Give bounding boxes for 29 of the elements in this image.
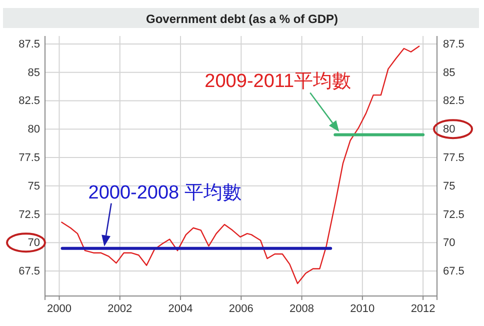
chart-title: Government debt (as a % of GDP) [146,12,338,26]
y-tick-label: 85 [28,66,40,79]
y2-tick-label: 72.5 [443,208,464,221]
y-tick-label: 82.5 [18,95,40,108]
y2-tick-label: 77.5 [443,152,464,164]
y2-tick-label: 82.5 [443,95,464,108]
text: 2000-2008 平均數 [88,182,242,204]
x-tick-label: 2012 [410,302,436,315]
y-tick-label: 67.5 [18,266,40,278]
y2-tick-label: 80 [443,124,456,136]
x-tick-label: 2010 [350,302,375,315]
y-tick-label: 75 [28,180,40,192]
y2-tick-label: 67.5 [443,266,464,278]
x-tick-label: 2002 [108,302,132,315]
x-tick-label: 2008 [290,302,314,315]
y-tick-label: 72.5 [18,208,40,221]
y2-tick-label: 85 [443,66,456,79]
y-tick-label: 77.5 [18,152,40,164]
y2-tick-label: 75 [443,180,456,192]
y2-tick-label: 70 [443,237,456,250]
y-tick-label: 80 [28,124,40,136]
y-tick-label: 87.5 [18,38,40,50]
text: 2009-2011平均數 [204,70,352,92]
line-series [61,46,420,284]
y2-tick-label: 87.5 [443,38,464,50]
y-tick-label: 70 [28,237,40,250]
x-tick-label: 2004 [168,302,193,315]
x-tick-label: 2000 [47,302,72,315]
x-tick-label: 2006 [228,302,254,315]
